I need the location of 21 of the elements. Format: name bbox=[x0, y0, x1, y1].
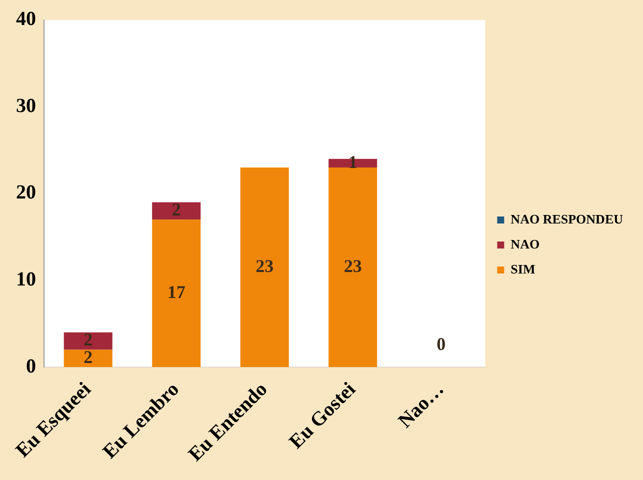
data-label: 2 bbox=[84, 347, 93, 368]
bar bbox=[64, 350, 112, 368]
y-tick-label: 20 bbox=[16, 182, 36, 204]
data-label: 2 bbox=[84, 330, 93, 350]
y-tick-label: 10 bbox=[16, 268, 36, 291]
data-label: 23 bbox=[256, 256, 274, 276]
y-tick-label: 0 bbox=[26, 355, 36, 378]
bar bbox=[328, 168, 378, 368]
bar bbox=[152, 220, 201, 368]
y-tick-label: 40 bbox=[16, 8, 36, 30]
y-tick-label: 30 bbox=[16, 94, 36, 117]
legend-label: NAO RESPONDEU bbox=[510, 211, 624, 226]
bar bbox=[152, 202, 201, 220]
data-label: 23 bbox=[344, 256, 362, 276]
legend-label: SIM bbox=[510, 261, 536, 276]
legend-label: NAO bbox=[510, 236, 540, 252]
bar bbox=[240, 168, 289, 368]
data-label: 0 bbox=[436, 334, 446, 354]
bar bbox=[64, 332, 112, 350]
data-label: 17 bbox=[167, 282, 186, 302]
data-label: 2 bbox=[172, 200, 181, 220]
